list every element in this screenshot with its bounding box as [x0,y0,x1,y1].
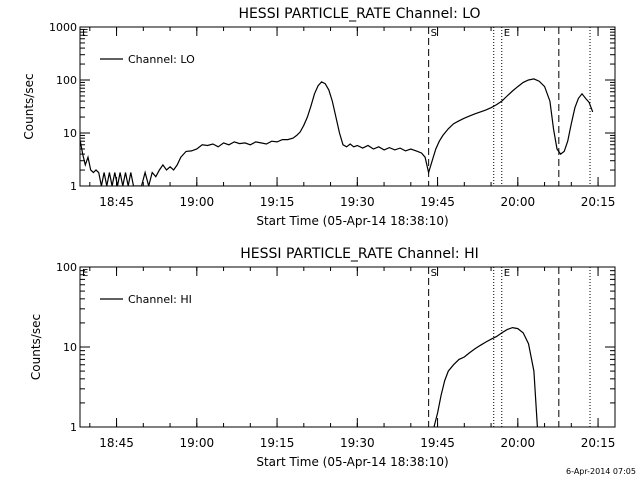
marker-label: S [431,28,437,39]
panel-lo: HESSI PARTICLE_RATE Channel: LO 1 10 100 100… [22,6,616,228]
marker-label: E [504,28,510,39]
chart-title: HESSI PARTICLE_RATE Channel: LO [238,6,480,22]
x-tick-label: 19:00 [180,195,215,209]
x-tick-label: 18:45 [99,195,134,209]
y-tick-label: 1 [70,421,77,434]
x-tick-label: 19:45 [420,195,455,209]
x-tick-label: 19:45 [420,436,455,450]
marker-label: S [431,268,437,279]
panel-hi: HESSI PARTICLE_RATE Channel: HI 1 10 100 18:… [29,246,616,469]
x-tick-label: 20:00 [501,436,536,450]
legend-label: Channel: HI [128,293,192,306]
y-axis-label: Counts/sec [22,73,36,139]
y-tick-label: 1000 [49,21,77,34]
x-tick-label: 19:30 [340,436,375,450]
x-tick-label: 20:00 [501,195,536,209]
x-tick-label: 19:00 [180,436,215,450]
top-left-letter: E [82,268,88,279]
x-tick-label: 20:15 [581,436,616,450]
x-axis-label: Start Time (05-Apr-14 18:38:10) [256,214,448,228]
y-tick-label: 10 [63,127,77,140]
y-tick-label: 10 [63,341,77,354]
x-tick-label: 19:30 [340,195,375,209]
series-line [80,78,594,186]
x-tick-label: 19:15 [260,436,295,450]
plot-frame [79,266,616,428]
series-line [433,326,538,427]
chart-title: HESSI PARTICLE_RATE Channel: HI [240,246,478,262]
y-tick-label: 100 [56,74,77,87]
x-axis-label: Start Time (05-Apr-14 18:38:10) [256,455,448,469]
y-tick-label: 100 [56,261,77,274]
x-tick-label: 18:45 [99,436,134,450]
y-axis-label: Counts/sec [29,314,43,380]
top-left-letter: E [82,28,88,39]
x-tick-label: 19:15 [260,195,295,209]
legend-label: Channel: LO [128,53,195,66]
x-tick-label: 20:15 [581,195,616,209]
plot-frame [79,26,616,187]
marker-label: E [504,268,510,279]
y-tick-label: 1 [70,180,77,193]
footer-timestamp: 6-Apr-2014 07:05 [566,467,636,476]
